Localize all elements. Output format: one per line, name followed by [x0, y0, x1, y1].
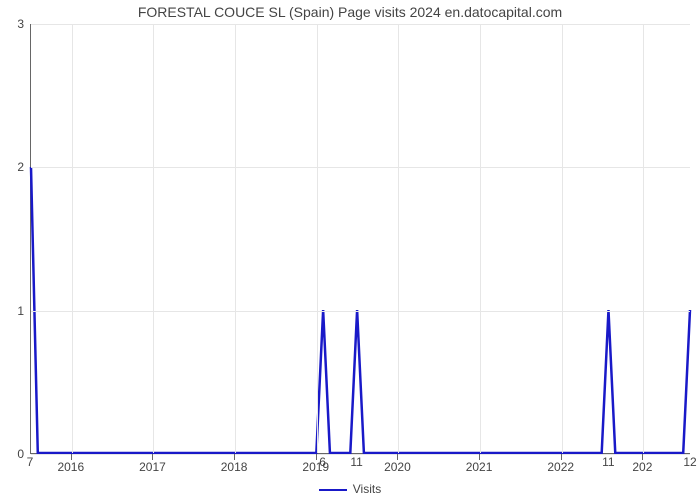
x-value-annotation: 6 — [319, 455, 326, 469]
x-value-annotation: 12 — [683, 455, 696, 469]
x-value-annotation: 7 — [27, 455, 34, 469]
gridline-vertical — [317, 24, 318, 453]
y-tick-label: 0 — [4, 447, 24, 461]
gridline-horizontal — [31, 311, 690, 312]
gridline-vertical — [235, 24, 236, 453]
visits-chart: FORESTAL COUCE SL (Spain) Page visits 20… — [0, 0, 700, 500]
gridline-horizontal — [31, 167, 690, 168]
x-tick-label: 2022 — [547, 460, 574, 474]
gridline-vertical — [480, 24, 481, 453]
legend-swatch — [319, 489, 347, 491]
y-tick-label: 2 — [4, 160, 24, 174]
x-tick-label: 2017 — [139, 460, 166, 474]
gridline-vertical — [153, 24, 154, 453]
chart-legend: Visits — [0, 482, 700, 496]
gridline-vertical — [72, 24, 73, 453]
y-tick-label: 1 — [4, 304, 24, 318]
x-tick-label: 202 — [632, 460, 652, 474]
x-tick-label: 2016 — [57, 460, 84, 474]
line-series — [31, 24, 690, 453]
y-tick-label: 3 — [4, 17, 24, 31]
x-tick-label: 2018 — [221, 460, 248, 474]
gridline-vertical — [562, 24, 563, 453]
x-tick-label: 2020 — [384, 460, 411, 474]
gridline-vertical — [643, 24, 644, 453]
gridline-horizontal — [31, 24, 690, 25]
chart-title: FORESTAL COUCE SL (Spain) Page visits 20… — [0, 4, 700, 20]
x-tick-label: 2021 — [466, 460, 493, 474]
gridline-vertical — [398, 24, 399, 453]
x-value-annotation: 11 — [350, 455, 362, 469]
plot-area — [30, 24, 690, 454]
legend-label: Visits — [353, 482, 381, 496]
x-value-annotation: 11 — [602, 455, 614, 469]
